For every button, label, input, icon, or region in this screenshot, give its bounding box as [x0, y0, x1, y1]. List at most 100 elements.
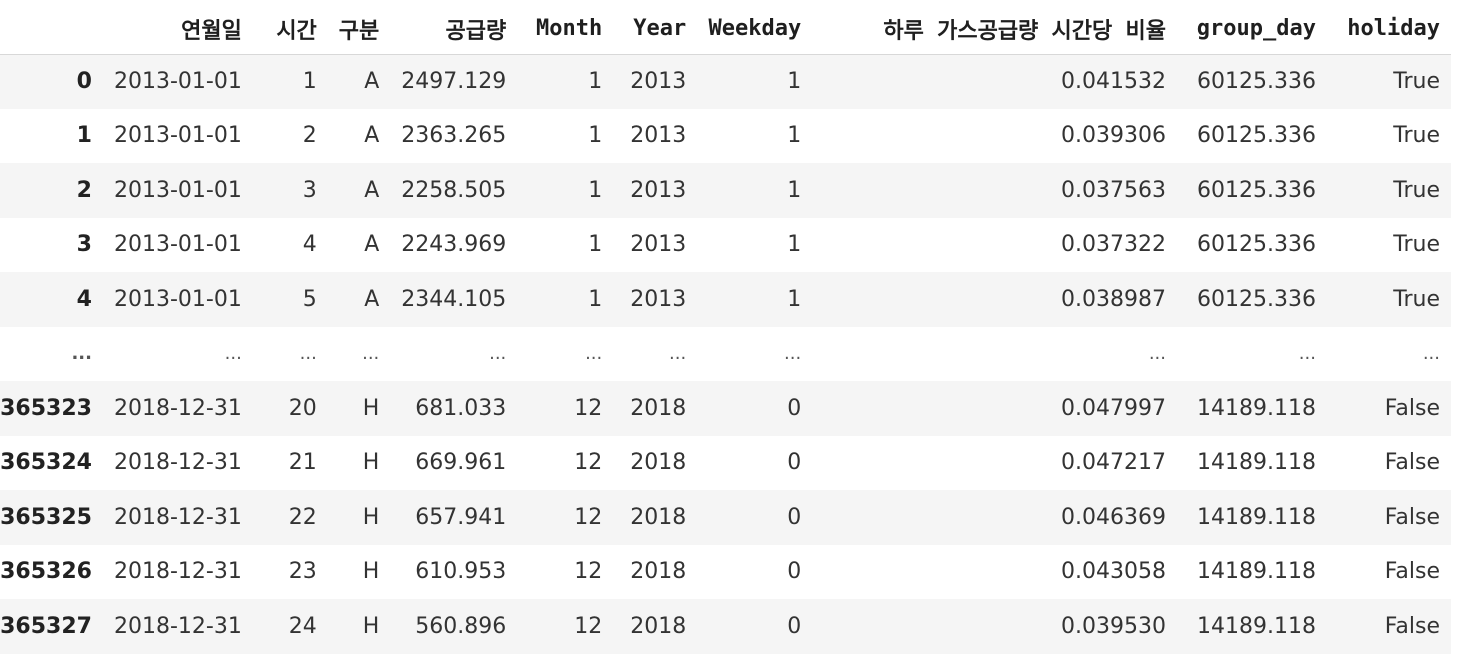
cell-hour: 4 [302, 232, 317, 258]
cell-group-day: ... [1298, 343, 1316, 365]
cell-month: 1 [588, 123, 603, 149]
cell-group-day: 14189.118 [1196, 450, 1316, 476]
cell-daily-ratio: 0.041532 [1061, 69, 1166, 94]
cell-supply: 560.896 [415, 613, 507, 639]
header-row: 연월일 시간 구분 공급량 Month Year Weekday 하루 가스공급량 시간당 비… [0, 4, 1451, 55]
cell-group-day: 14189.118 [1196, 395, 1316, 421]
column-header-weekday: Weekday [697, 4, 813, 55]
table-row: 3 2013-01-01 4 A 2243.969 1 2013 1 0.037322 60125… [0, 217, 1451, 272]
row-index: 0 [76, 69, 92, 94]
cell-supply: 2243.969 [401, 232, 507, 258]
cell-division: ... [362, 343, 380, 365]
cell-month: 12 [574, 504, 603, 530]
cell-division: A [364, 286, 380, 312]
cell-hour: 21 [288, 450, 317, 476]
row-index: 365326 [0, 559, 92, 585]
cell-daily-ratio: 0.047217 [1061, 450, 1166, 476]
cell-division: H [362, 559, 380, 585]
cell-hour: 3 [302, 177, 317, 203]
cell-daily-ratio: 0.039530 [1061, 613, 1166, 639]
table-row: 365326 2018-12-31 23 H 610.953 12 2018 0 0.04305… [0, 544, 1451, 599]
cell-division: A [364, 123, 380, 149]
cell-year: 2013 [630, 69, 687, 94]
row-index: 365324 [0, 450, 92, 476]
cell-date: 2013-01-01 [113, 123, 242, 149]
cell-supply: 2344.105 [401, 286, 507, 312]
row-index: 1 [76, 123, 92, 149]
cell-daily-ratio: 0.046369 [1061, 504, 1166, 530]
cell-month: 12 [574, 613, 603, 639]
cell-year: 2018 [630, 613, 687, 639]
cell-group-day: 60125.336 [1196, 286, 1316, 312]
cell-holiday: False [1384, 395, 1440, 421]
column-header-holiday: holiday [1326, 4, 1451, 55]
row-index: 365323 [0, 395, 92, 421]
table-header: 연월일 시간 구분 공급량 Month Year Weekday 하루 가스공급량 시간당 비… [0, 4, 1451, 55]
cell-group-day: 14189.118 [1196, 613, 1316, 639]
cell-division: A [364, 177, 380, 203]
cell-weekday: 0 [787, 395, 802, 421]
cell-month: 1 [588, 286, 603, 312]
cell-holiday: False [1384, 450, 1440, 476]
table-row: 365324 2018-12-31 21 H 669.961 12 2018 0 0.04721… [0, 435, 1451, 490]
dataframe-table: 연월일 시간 구분 공급량 Month Year Weekday 하루 가스공급량 시간당 비… [0, 4, 1451, 654]
table-row: 365323 2018-12-31 20 H 681.033 12 2018 0 0.04799… [0, 381, 1451, 436]
column-header-group-day: group_day [1177, 4, 1327, 55]
cell-division: H [362, 450, 380, 476]
cell-supply: 681.033 [415, 395, 507, 421]
column-header-date: 연월일 [102, 4, 253, 55]
cell-month: 12 [574, 395, 603, 421]
cell-daily-ratio: 0.039306 [1061, 123, 1166, 149]
cell-supply: 610.953 [415, 559, 507, 585]
cell-year: 2013 [630, 123, 687, 149]
cell-holiday: True [1393, 123, 1440, 149]
cell-weekday: 0 [787, 450, 802, 476]
cell-date: 2018-12-31 [113, 395, 242, 421]
row-index: 2 [76, 177, 92, 203]
cell-holiday: False [1384, 613, 1440, 639]
cell-date: 2013-01-01 [113, 69, 242, 94]
column-header-supply: 공급량 [390, 4, 518, 55]
cell-holiday: False [1384, 504, 1440, 530]
cell-daily-ratio: 0.037563 [1061, 177, 1166, 203]
cell-hour: 23 [288, 559, 317, 585]
table-row: 4 2013-01-01 5 A 2344.105 1 2013 1 0.038987 60125… [0, 272, 1451, 327]
cell-year: 2018 [630, 450, 687, 476]
cell-year: ... [669, 343, 687, 365]
table-row: 365327 2018-12-31 24 H 560.896 12 2018 0 0.03953… [0, 599, 1451, 654]
cell-hour: 1 [302, 69, 317, 94]
cell-division: H [362, 504, 380, 530]
cell-daily-ratio: 0.043058 [1061, 559, 1166, 585]
cell-date: 2013-01-01 [113, 177, 242, 203]
column-header-hour: 시간 [252, 4, 328, 55]
column-header-month: Month [517, 4, 614, 55]
cell-weekday: 1 [787, 232, 802, 258]
cell-group-day: 60125.336 [1196, 232, 1316, 258]
cell-date: 2018-12-31 [113, 504, 242, 530]
cell-weekday: 1 [787, 69, 802, 94]
cell-supply: 2363.265 [401, 123, 507, 149]
cell-year: 2013 [630, 232, 687, 258]
table-row: 1 2013-01-01 2 A 2363.265 1 2013 1 0.039306 60125… [0, 108, 1451, 163]
cell-hour: 5 [302, 286, 317, 312]
cell-hour: 24 [288, 613, 317, 639]
cell-date: 2013-01-01 [113, 232, 242, 258]
cell-year: 2013 [630, 177, 687, 203]
cell-group-day: 14189.118 [1196, 559, 1316, 585]
cell-weekday: 0 [787, 559, 802, 585]
cell-group-day: 14189.118 [1196, 504, 1316, 530]
cell-year: 2013 [630, 286, 687, 312]
cell-month: 1 [588, 232, 603, 258]
cell-year: 2018 [630, 559, 687, 585]
cell-holiday: False [1384, 559, 1440, 585]
cell-daily-ratio: 0.047997 [1061, 395, 1166, 421]
cell-holiday: True [1393, 232, 1440, 258]
cell-daily-ratio: 0.038987 [1061, 286, 1166, 312]
cell-date: ... [224, 343, 242, 365]
cell-month: 1 [588, 177, 603, 203]
row-index: 4 [76, 286, 92, 312]
cell-month: 12 [574, 450, 603, 476]
cell-date: 2013-01-01 [113, 286, 242, 312]
table-row: 365325 2018-12-31 22 H 657.941 12 2018 0 0.04636… [0, 490, 1451, 545]
cell-weekday: 1 [787, 286, 802, 312]
